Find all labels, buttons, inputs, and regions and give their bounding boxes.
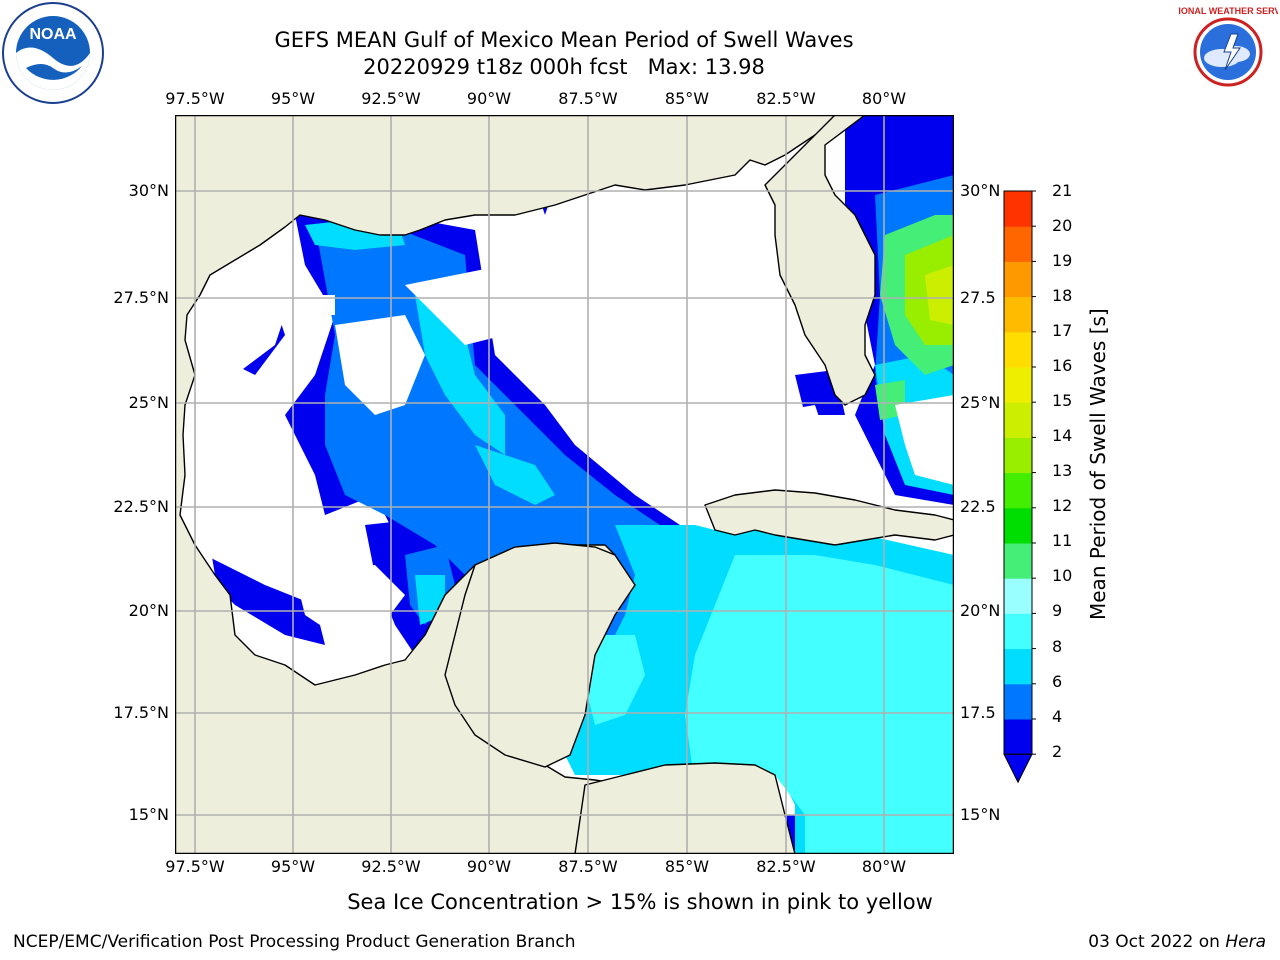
colorbar (1000, 185, 1036, 785)
lon-label-top: 82.5°W (756, 89, 816, 108)
graticule (175, 115, 954, 854)
colorbar-tick-labels: 21 20 19 18 17 16 15 14 13 12 11 10 9 8 … (1052, 0, 1112, 960)
colorbar-scale (1003, 190, 1036, 784)
no-data-areas (195, 175, 954, 635)
colorbar-label: Mean Period of Swell Waves [s] (1086, 308, 1110, 620)
lon-label-bottom: 90°W (466, 857, 512, 876)
lat-label-right: 20°N (960, 601, 1001, 620)
swell-field-8-9s (585, 555, 954, 854)
colorbar-segment (1004, 331, 1032, 368)
lat-label-right: 15°N (960, 805, 1001, 824)
colorbar-extend-arrow (1003, 753, 1033, 784)
nws-logo-text: NATIONAL WEATHER SERVICE (1178, 6, 1278, 16)
map-title: GEFS MEAN Gulf of Mexico Mean Period of … (274, 28, 854, 52)
colorbar-tick: 14 (1052, 426, 1073, 445)
lat-label-right: 25°N (960, 393, 1001, 412)
footer-host: Hera (1225, 932, 1266, 952)
lon-label-top: 90°W (466, 89, 512, 108)
colorbar-tick: 8 (1052, 637, 1063, 656)
lon-label-bottom: 80°W (861, 857, 907, 876)
lon-label-top: 92.5°W (361, 89, 421, 108)
lon-label-top: 85°W (664, 89, 710, 108)
lon-label-bottom: 95°W (270, 857, 316, 876)
colorbar-segment (1004, 543, 1032, 579)
lon-label-bottom: 87.5°W (558, 857, 618, 876)
map-canvas (174, 114, 955, 855)
lat-label-left: 30°N (128, 181, 169, 200)
lat-label-right: 27.5 (960, 288, 996, 307)
lat-label-left: 22.5°N (113, 497, 169, 516)
lon-label-top: 95°W (270, 89, 316, 108)
colorbar-segment (1004, 719, 1032, 755)
colorbar-tick: 9 (1052, 601, 1063, 620)
lon-label-bottom: 97.5°W (165, 857, 225, 876)
footer-date: 03 Oct 2022 on Hera (1088, 932, 1266, 952)
lat-label-left: 17.5°N (113, 703, 169, 722)
lat-label-left: 15°N (128, 805, 169, 824)
colorbar-tick: 18 (1052, 286, 1073, 305)
colorbar-tick: 20 (1052, 216, 1073, 235)
lon-label-top: 97.5°W (165, 89, 225, 108)
colorbar-tick: 13 (1052, 461, 1073, 480)
lat-label-left: 27.5°N (113, 288, 169, 307)
lon-label-bottom: 82.5°W (756, 857, 816, 876)
colorbar-segment (1004, 578, 1032, 614)
lat-label-right: 30°N (960, 181, 1001, 200)
colorbar-tick: 15 (1052, 391, 1073, 410)
lon-label-top: 80°W (861, 89, 907, 108)
colorbar-tick: 10 (1052, 566, 1073, 585)
colorbar-segment (1004, 648, 1032, 685)
colorbar-segment (1004, 613, 1032, 650)
noaa-logo: NOAA (2, 2, 104, 104)
colorbar-tick: 6 (1052, 672, 1063, 691)
footer-credit: NCEP/EMC/Verification Post Processing Pr… (13, 932, 576, 952)
colorbar-segment (1004, 261, 1032, 298)
colorbar-segment (1004, 191, 1032, 227)
colorbar-tick: 12 (1052, 496, 1073, 515)
map-frame (174, 114, 955, 855)
footer-date-text: 03 Oct 2022 on (1088, 932, 1226, 952)
noaa-logo-text: NOAA (29, 26, 77, 43)
colorbar-tick: 2 (1052, 742, 1063, 761)
colorbar-segment (1004, 226, 1032, 262)
lat-label-left: 25°N (128, 393, 169, 412)
lon-label-bottom: 92.5°W (361, 857, 421, 876)
colorbar-tick: 21 (1052, 181, 1073, 200)
colorbar-segment (1004, 437, 1032, 474)
lon-label-top: 87.5°W (558, 89, 618, 108)
lon-label-bottom: 85°W (664, 857, 710, 876)
national-weather-service-logo: NATIONAL WEATHER SERVICE (1161, 2, 1280, 102)
colorbar-segment (1004, 507, 1032, 544)
colorbar-segment (1004, 367, 1032, 403)
map-subtitle: 20220929 t18z 000h fcst Max: 13.98 (363, 55, 765, 79)
lat-label-right: 22.5 (960, 497, 996, 516)
lat-label-right: 17.5 (960, 703, 996, 722)
colorbar-tick: 17 (1052, 321, 1073, 340)
sea-ice-note: Sea Ice Concentration > 15% is shown in … (347, 890, 933, 914)
colorbar-segment (1004, 683, 1032, 720)
colorbar-segment (1004, 472, 1032, 509)
map-panel[interactable] (174, 114, 955, 855)
lat-label-left: 20°N (128, 601, 169, 620)
colorbar-tick: 4 (1052, 707, 1063, 726)
colorbar-segment (1004, 402, 1032, 438)
colorbar-tick: 16 (1052, 356, 1073, 375)
colorbar-tick: 11 (1052, 531, 1073, 550)
colorbar-segment (1004, 296, 1032, 333)
colorbar-tick: 19 (1052, 251, 1073, 270)
